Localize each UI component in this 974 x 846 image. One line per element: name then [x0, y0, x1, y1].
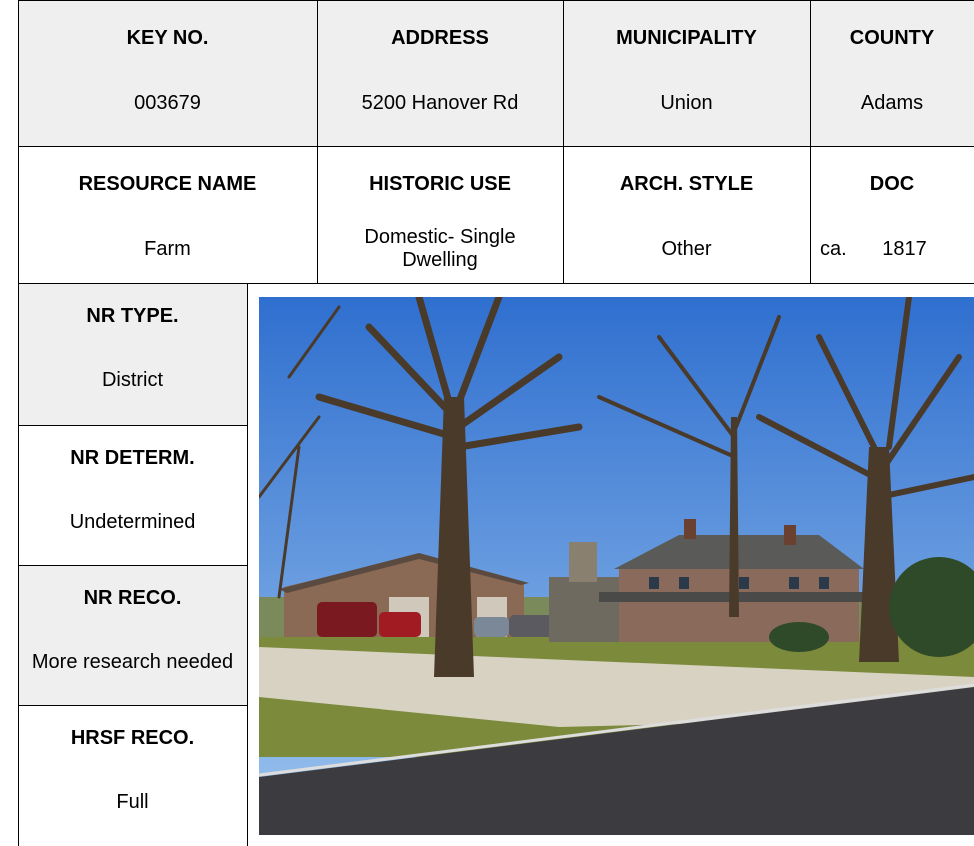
- field-label: NR RECO.: [83, 586, 182, 609]
- field-label: KEY NO.: [126, 26, 209, 49]
- field-label: NR TYPE.: [86, 304, 179, 327]
- border: [18, 705, 247, 706]
- border: [247, 283, 248, 846]
- field-value: 5200 Hanover Rd: [361, 91, 519, 114]
- field-value: District: [101, 368, 164, 391]
- field-value: ca. 1817: [820, 237, 927, 260]
- field-label: HRSF RECO.: [70, 726, 195, 749]
- field-label: NR DETERM.: [70, 446, 195, 469]
- field-label: HISTORIC USE: [369, 172, 511, 195]
- border: [18, 425, 247, 426]
- row-background: [18, 0, 974, 146]
- field-label: RESOURCE NAME: [78, 172, 257, 195]
- field-value: 003679: [134, 91, 201, 114]
- field-label: COUNTY: [849, 26, 935, 49]
- field-label: MUNICIPALITY: [616, 26, 757, 49]
- field-value: Farm: [144, 237, 191, 260]
- border: [18, 565, 247, 566]
- field-label: ARCH. STYLE: [619, 172, 754, 195]
- sidebar-cell: [18, 283, 247, 425]
- border: [317, 0, 318, 283]
- field-value: Adams: [860, 91, 924, 114]
- field-value: Other: [661, 237, 712, 260]
- field-value: Union: [660, 91, 713, 114]
- field-label: ADDRESS: [391, 26, 489, 49]
- border: [18, 0, 974, 1]
- sidebar-cell: [18, 565, 247, 705]
- field-label: DOC: [869, 172, 915, 195]
- field-value: Undetermined: [69, 510, 196, 533]
- border: [18, 146, 974, 147]
- border: [810, 0, 811, 283]
- border: [18, 283, 974, 284]
- field-value: More research needed: [31, 650, 234, 673]
- border: [18, 0, 19, 846]
- field-value: Full: [116, 790, 149, 813]
- field-value: Domestic- Single Dwelling: [364, 226, 516, 271]
- border: [563, 0, 564, 283]
- property-photo: [259, 297, 974, 835]
